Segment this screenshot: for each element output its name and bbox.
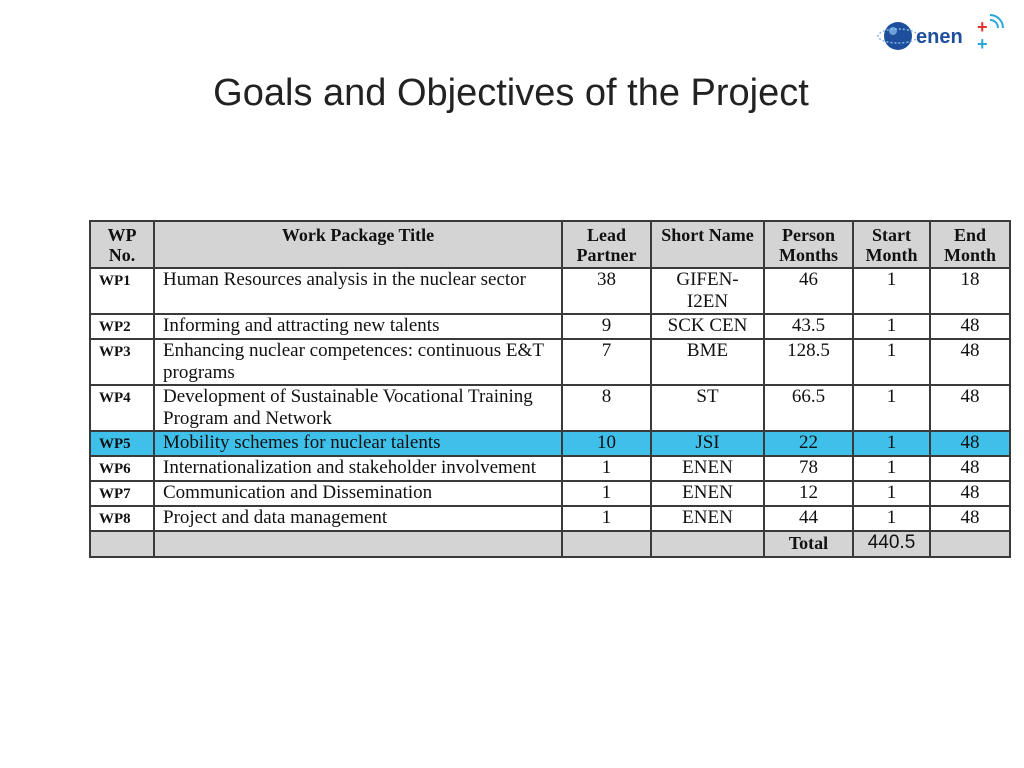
cell-lead-partner: 1	[561, 480, 652, 507]
cell-start-month: 1	[852, 338, 931, 386]
cell-person-months: 66.5	[763, 384, 854, 432]
cell-title: Informing and attracting new talents	[153, 313, 563, 340]
cell-short-name: ENEN	[650, 505, 765, 532]
cell-lead-partner: 1	[561, 505, 652, 532]
cell-wp-no: WP2	[89, 313, 155, 340]
cell-empty	[650, 530, 765, 558]
globe-icon	[884, 22, 912, 50]
cell-start-month: 1	[852, 480, 931, 507]
cell-start-month: 1	[852, 455, 931, 482]
page-title-text: Goals and Objectives of the Project	[213, 72, 809, 114]
cell-person-months: 12	[763, 480, 854, 507]
signal-icon	[989, 19, 999, 29]
svg-text:+: +	[977, 34, 988, 54]
total-value: 440.5	[852, 530, 931, 558]
cell-start-month: 1	[852, 313, 931, 340]
cell-end-month: 48	[929, 505, 1011, 532]
work-package-table: WP No. Work Package Title Lead Partner S…	[89, 220, 1011, 558]
cell-end-month: 48	[929, 480, 1011, 507]
cell-short-name: SCK CEN	[650, 313, 765, 340]
cell-end-month: 48	[929, 430, 1011, 457]
cell-end-month: 48	[929, 455, 1011, 482]
cell-start-month: 1	[852, 505, 931, 532]
table-row: WP8 Project and data management 1 ENEN 4…	[89, 505, 1011, 532]
logo-wordmark: enen	[916, 26, 963, 48]
cell-wp-no: WP8	[89, 505, 155, 532]
cell-person-months: 46	[763, 267, 854, 315]
cell-person-months: 43.5	[763, 313, 854, 340]
cell-person-months: 78	[763, 455, 854, 482]
cell-wp-no: WP4	[89, 384, 155, 432]
cell-empty	[561, 530, 652, 558]
cell-title: Mobility schemes for nuclear talents	[153, 430, 563, 457]
cell-wp-no: WP3	[89, 338, 155, 386]
header-end-month: End Month	[929, 220, 1011, 269]
cell-lead-partner: 10	[561, 430, 652, 457]
header-lead-partner: Lead Partner	[561, 220, 652, 269]
cell-lead-partner: 9	[561, 313, 652, 340]
enen-logo: enen + +	[876, 12, 1010, 60]
table-total-row: Total 440.5	[89, 530, 1011, 558]
cell-wp-no: WP7	[89, 480, 155, 507]
cell-title: Human Resources analysis in the nuclear …	[153, 267, 563, 315]
cell-person-months: 128.5	[763, 338, 854, 386]
cell-short-name: BME	[650, 338, 765, 386]
cell-empty	[153, 530, 563, 558]
table-row: WP6 Internationalization and stakeholder…	[89, 455, 1011, 482]
table-row-highlighted: WP5 Mobility schemes for nuclear talents…	[89, 430, 1011, 457]
cell-wp-no: WP5	[89, 430, 155, 457]
cell-wp-no: WP1	[89, 267, 155, 315]
cell-empty	[929, 530, 1011, 558]
cell-lead-partner: 1	[561, 455, 652, 482]
header-person-months: Person Months	[763, 220, 854, 269]
cell-start-month: 1	[852, 430, 931, 457]
cell-lead-partner: 8	[561, 384, 652, 432]
cell-person-months: 44	[763, 505, 854, 532]
cell-empty	[89, 530, 155, 558]
header-start-month: Start Month	[852, 220, 931, 269]
cell-start-month: 1	[852, 267, 931, 315]
cell-end-month: 48	[929, 313, 1011, 340]
table-row: WP7 Communication and Dissemination 1 EN…	[89, 480, 1011, 507]
enen-logo-graphic: enen + +	[877, 14, 1004, 54]
table-header-row: WP No. Work Package Title Lead Partner S…	[89, 220, 1011, 269]
cell-end-month: 18	[929, 267, 1011, 315]
table-row: WP1 Human Resources analysis in the nucl…	[89, 267, 1011, 315]
cell-start-month: 1	[852, 384, 931, 432]
cell-person-months: 22	[763, 430, 854, 457]
header-work-package-title: Work Package Title	[153, 220, 563, 269]
header-short-name: Short Name	[650, 220, 765, 269]
page-title: Goals and Objectives of the Project	[0, 72, 1024, 115]
cell-title: Enhancing nuclear competences: continuou…	[153, 338, 563, 386]
cell-end-month: 48	[929, 338, 1011, 386]
logo-plus: +	[977, 17, 988, 37]
cell-lead-partner: 38	[561, 267, 652, 315]
table-row: WP3 Enhancing nuclear competences: conti…	[89, 338, 1011, 386]
cell-short-name: GIFEN-I2EN	[650, 267, 765, 315]
cell-wp-no: WP6	[89, 455, 155, 482]
cell-title: Development of Sustainable Vocational Tr…	[153, 384, 563, 432]
table-row: WP2 Informing and attracting new talents…	[89, 313, 1011, 340]
cell-title: Internationalization and stakeholder inv…	[153, 455, 563, 482]
total-label: Total	[763, 530, 854, 558]
cell-title: Project and data management	[153, 505, 563, 532]
cell-short-name: ENEN	[650, 455, 765, 482]
cell-title: Communication and Dissemination	[153, 480, 563, 507]
header-wp-no: WP No.	[89, 220, 155, 269]
table-row: WP4 Development of Sustainable Vocationa…	[89, 384, 1011, 432]
cell-short-name: ENEN	[650, 480, 765, 507]
cell-end-month: 48	[929, 384, 1011, 432]
cell-short-name: ST	[650, 384, 765, 432]
cell-lead-partner: 7	[561, 338, 652, 386]
cell-short-name: JSI	[650, 430, 765, 457]
